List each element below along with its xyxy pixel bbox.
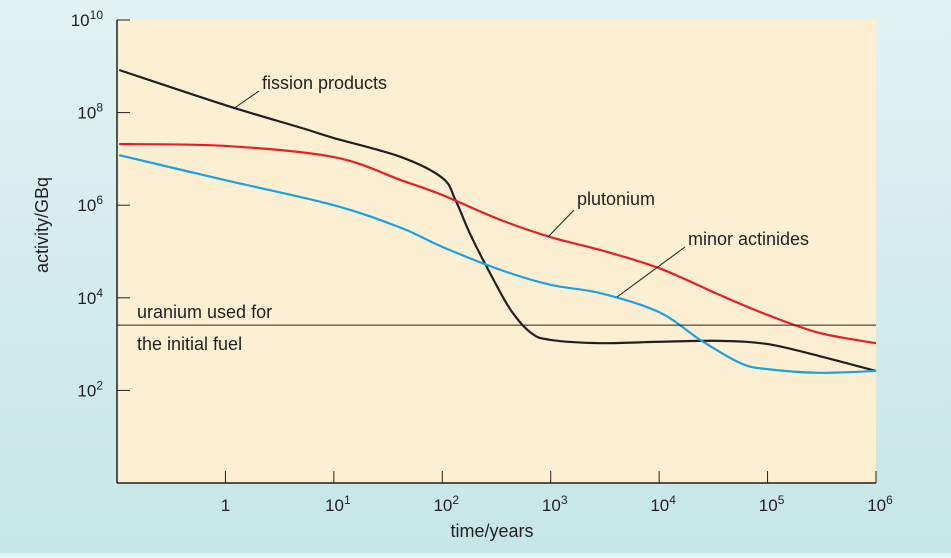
x-tick-label: 1 [221,496,230,515]
series-label-minor-actinides: minor actinides [688,229,809,249]
series-label-plutonium: plutonium [577,189,655,209]
uranium-label-line1: uranium used for [137,302,272,322]
x-tick-label: 106 [867,493,893,515]
x-tick-label: 105 [759,493,785,515]
fission-leader-line [232,90,260,110]
series-label-fission: fission products [262,73,387,93]
y-tick-label: 102 [77,378,103,400]
series-line-minor-actinides [118,154,877,374]
y-axis-label: activity/GBq [32,177,52,273]
x-tick-label: 104 [650,493,676,515]
y-tick-label: 104 [77,286,103,308]
x-tick-label: 102 [433,493,459,515]
x-tick-label: 103 [542,493,568,515]
series-line-plutonium [119,142,877,345]
minor-actinides-leader-line [616,246,686,298]
y-tick-label: 106 [77,193,103,215]
x-tick-label: 101 [325,493,351,515]
plot-background [117,20,876,483]
y-tick-label: 108 [77,101,103,123]
series-line-fission-products [118,68,877,373]
y-tick-label: 1010 [71,8,104,30]
x-axis-label: time/years [450,521,533,541]
uranium-label-line2: the initial fuel [137,334,242,354]
plutonium-leader-line [547,209,575,238]
